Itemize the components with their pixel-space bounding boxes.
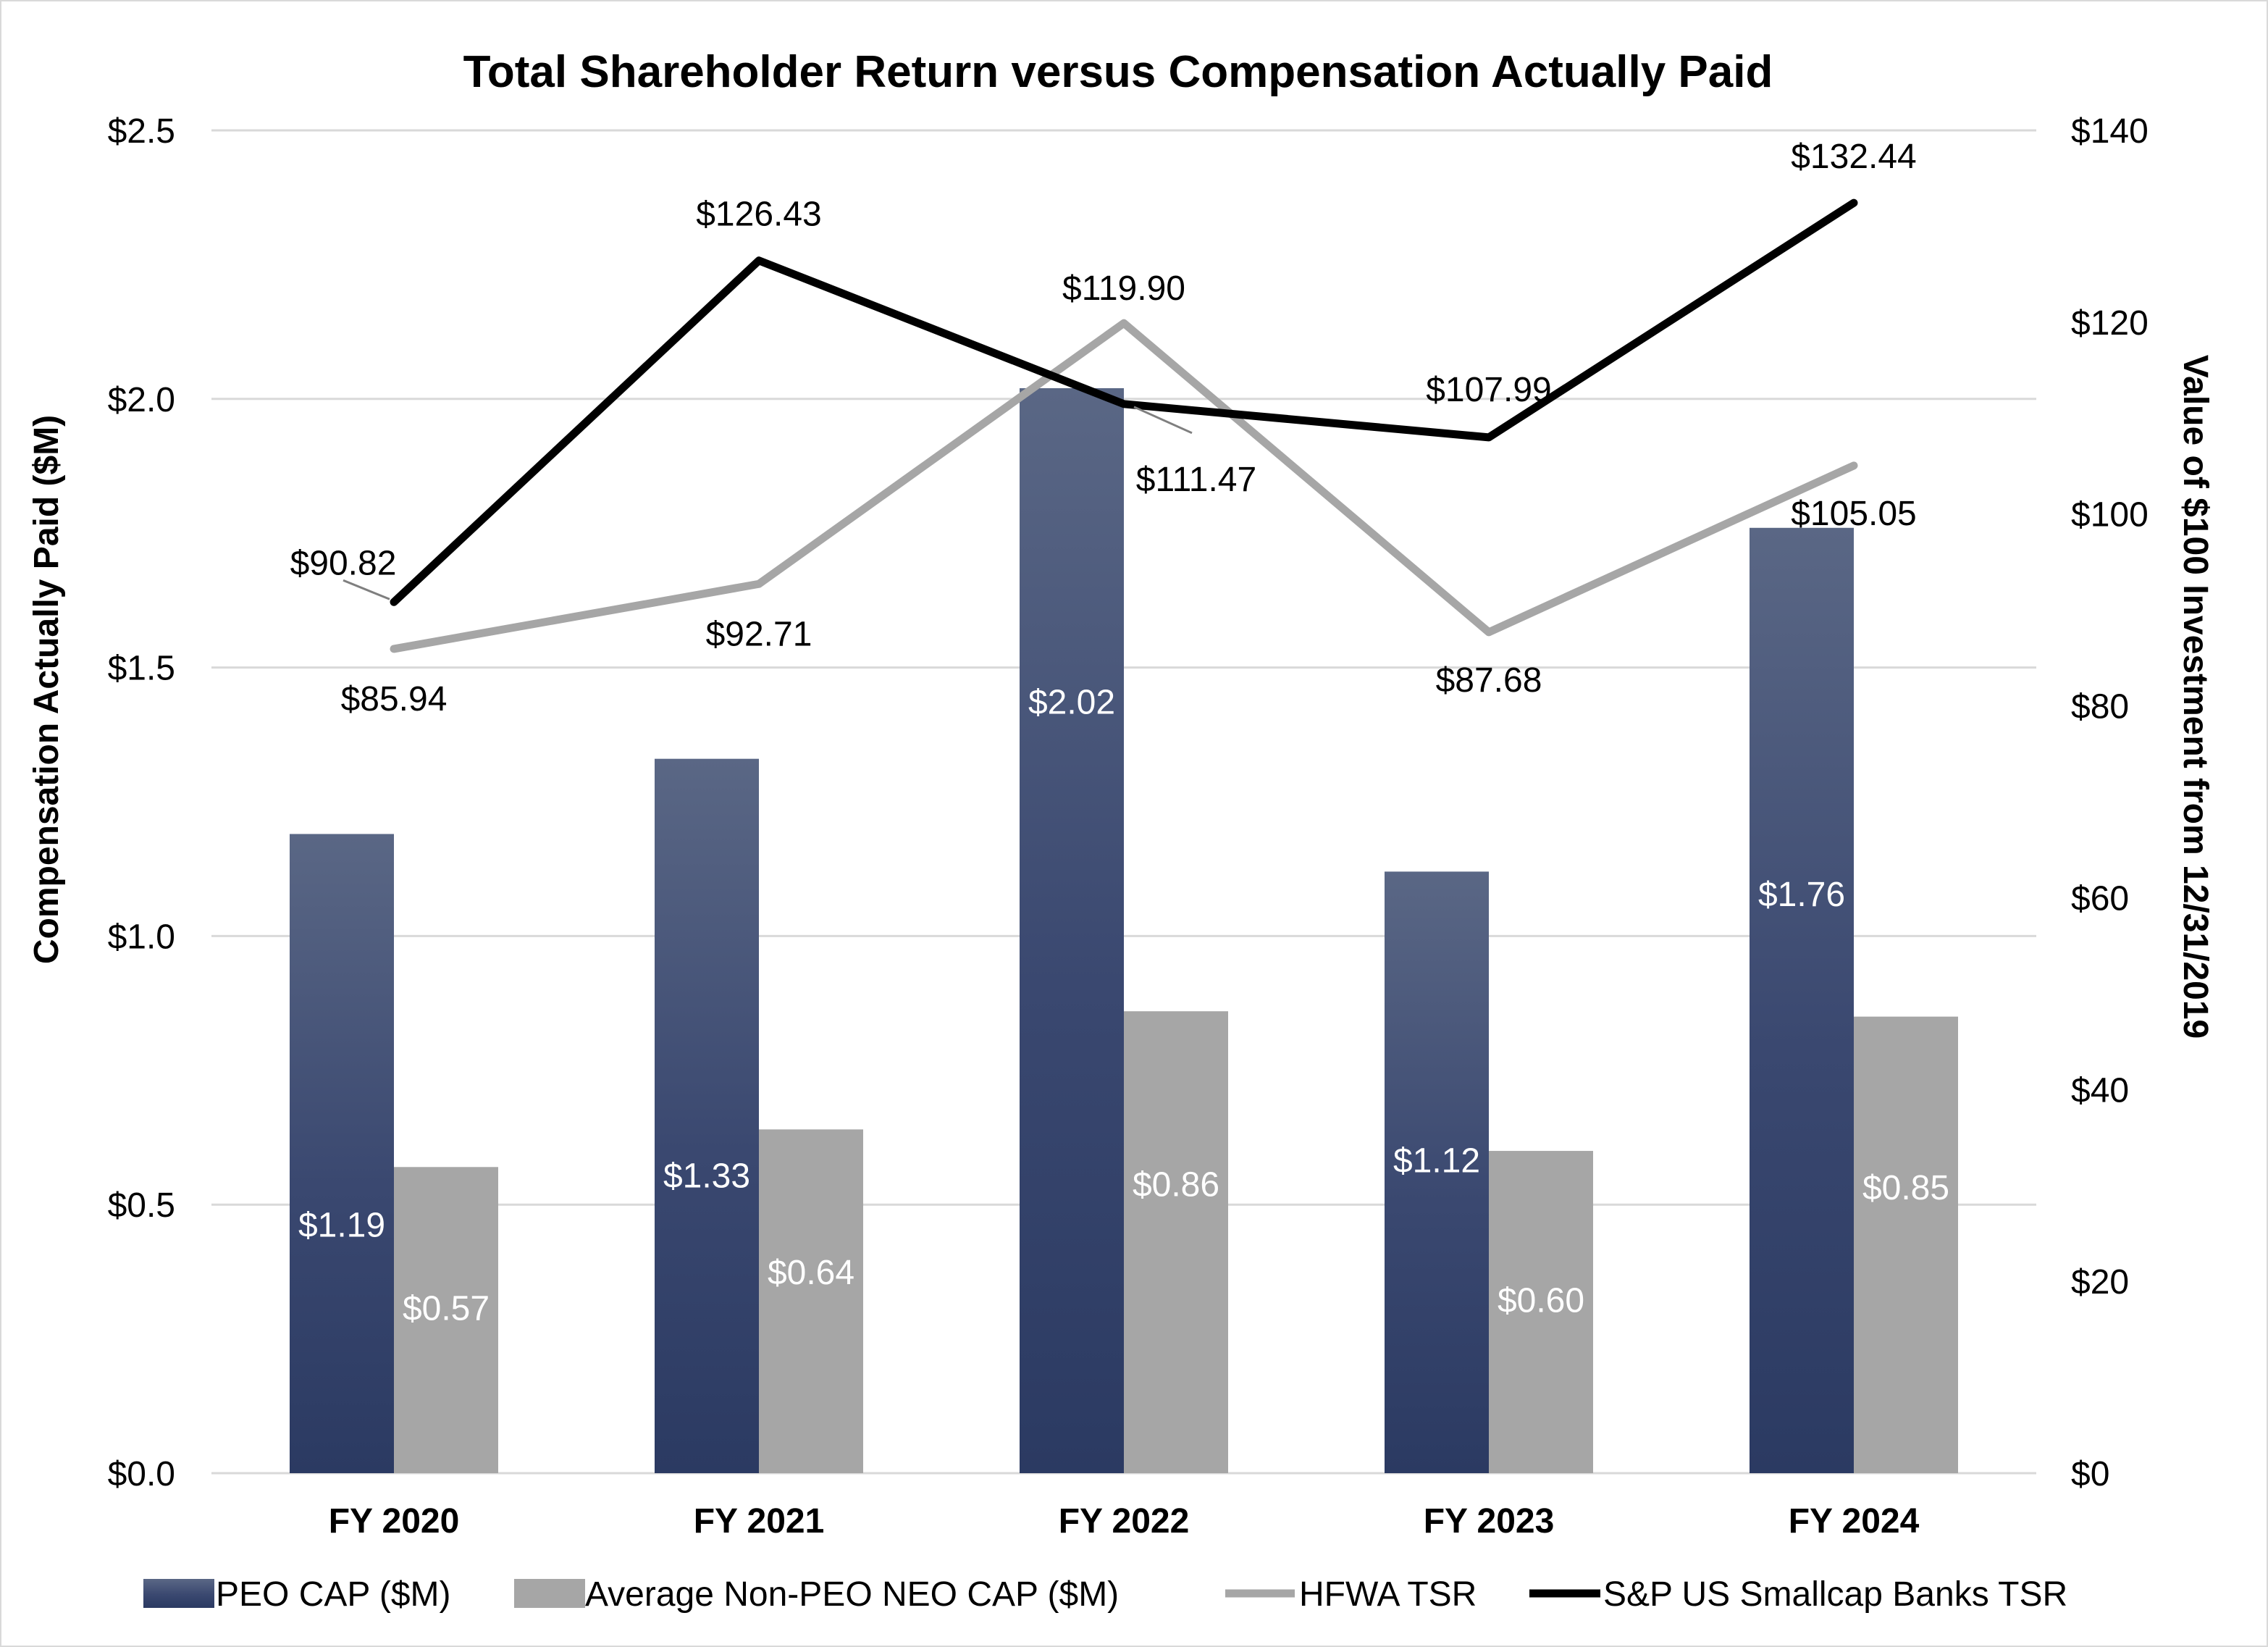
- bar-label-peo: $1.19: [298, 1206, 385, 1244]
- label-sp-tsr: $126.43: [696, 196, 822, 234]
- label-hfwa-tsr: $92.71: [706, 615, 812, 653]
- bar-neo-cap: [394, 1167, 498, 1473]
- line-data-labels: $85.94 $90.82 $92.71 $126.43 $119.90 $111.47 $…: [290, 138, 1917, 718]
- category-labels: FY 2020 FY 2021 FY 2022 FY 2023 FY 2024: [329, 1502, 1920, 1541]
- label-sp-tsr: $90.82: [290, 544, 397, 582]
- bar-neo-cap: [1124, 1011, 1228, 1473]
- category-label: FY 2021: [694, 1502, 825, 1541]
- category-label: FY 2023: [1424, 1502, 1555, 1541]
- right-tick-label: $140: [2071, 112, 2149, 151]
- left-tick-label: $0.0: [108, 1455, 175, 1493]
- legend-label-neo: Average Non-PEO NEO CAP ($M): [585, 1575, 1119, 1614]
- legend: PEO CAP ($M) Average Non-PEO NEO CAP ($M…: [143, 1575, 2067, 1614]
- bar-label-peo: $1.33: [663, 1157, 750, 1195]
- right-tick-label: $40: [2071, 1071, 2129, 1110]
- right-tick-label: $80: [2071, 688, 2129, 726]
- right-axis-title: Value of $100 Investment from 12/31/2019: [2176, 355, 2214, 1039]
- left-axis-ticks: $0.0 $0.5 $1.0 $1.5 $2.0 $2.5: [108, 112, 175, 1493]
- bar-peo-cap: [1750, 527, 1854, 1474]
- left-tick-label: $0.5: [108, 1186, 175, 1225]
- lines: [390, 198, 1858, 653]
- label-sp-tsr: $132.44: [1791, 138, 1917, 176]
- legend-swatch-peo: [143, 1579, 214, 1608]
- bar-label-neo: $0.60: [1498, 1282, 1584, 1320]
- left-tick-label: $1.5: [108, 650, 175, 688]
- label-sp-tsr: $111.47: [1136, 461, 1256, 499]
- bar-label-neo: $0.86: [1133, 1165, 1219, 1204]
- left-tick-label: $2.0: [108, 381, 175, 419]
- category-label: FY 2020: [329, 1502, 460, 1541]
- bar-peo-cap: [1020, 387, 1124, 1473]
- left-axis-title: Compensation Actually Paid ($M): [28, 415, 66, 964]
- bar-label-neo: $0.85: [1862, 1169, 1949, 1207]
- legend-swatch-neo: [514, 1579, 585, 1608]
- left-tick-label: $2.5: [108, 112, 175, 151]
- right-tick-label: $60: [2071, 879, 2129, 918]
- bar-peo-cap: [1385, 871, 1489, 1473]
- label-hfwa-tsr: $119.90: [1062, 269, 1185, 308]
- right-tick-label: $100: [2071, 496, 2149, 535]
- bar-label-neo: $0.64: [768, 1254, 854, 1292]
- bar-neo-cap: [1489, 1151, 1593, 1473]
- label-sp-tsr: $107.99: [1426, 371, 1552, 409]
- right-axis-ticks: $0 $20 $40 $60 $80 $100 $120 $140: [2071, 112, 2149, 1493]
- label-hfwa-tsr: $105.05: [1791, 495, 1917, 533]
- leader-lines: [343, 406, 1193, 600]
- bar-label-peo: $2.02: [1028, 683, 1115, 721]
- legend-label-hfwa: HFWA TSR: [1299, 1575, 1477, 1614]
- bar-label-peo: $1.76: [1758, 876, 1845, 914]
- label-hfwa-tsr: $85.94: [341, 680, 448, 718]
- right-tick-label: $120: [2071, 304, 2149, 343]
- label-hfwa-tsr: $87.68: [1436, 661, 1542, 700]
- legend-label-sp: S&P US Smallcap Banks TSR: [1603, 1575, 2067, 1614]
- chart-title: Total Shareholder Return versus Compensa…: [463, 47, 1773, 97]
- category-label: FY 2024: [1789, 1502, 1920, 1541]
- leader-line: [1133, 406, 1193, 435]
- leader-line: [343, 579, 390, 600]
- right-tick-label: $0: [2071, 1455, 2109, 1493]
- bar-neo-cap: [759, 1129, 863, 1473]
- category-label: FY 2022: [1059, 1502, 1190, 1541]
- right-tick-label: $20: [2071, 1263, 2129, 1302]
- bar-label-peo: $1.12: [1393, 1142, 1480, 1181]
- bars: [290, 387, 1958, 1474]
- bar-peo-cap: [290, 834, 394, 1473]
- line-hfwa-tsr: [390, 319, 1858, 653]
- left-tick-label: $1.0: [108, 918, 175, 956]
- bar-data-labels: $1.19 $0.57 $1.33 $0.64 $2.02 $0.86 $1.12 $0.60…: [298, 683, 1949, 1328]
- bar-peo-cap: [655, 758, 759, 1473]
- line-sp-tsr: [390, 198, 1858, 606]
- legend-label-peo: PEO CAP ($M): [216, 1575, 451, 1614]
- bar-neo-cap: [1854, 1016, 1958, 1473]
- bar-label-neo: $0.57: [403, 1290, 490, 1328]
